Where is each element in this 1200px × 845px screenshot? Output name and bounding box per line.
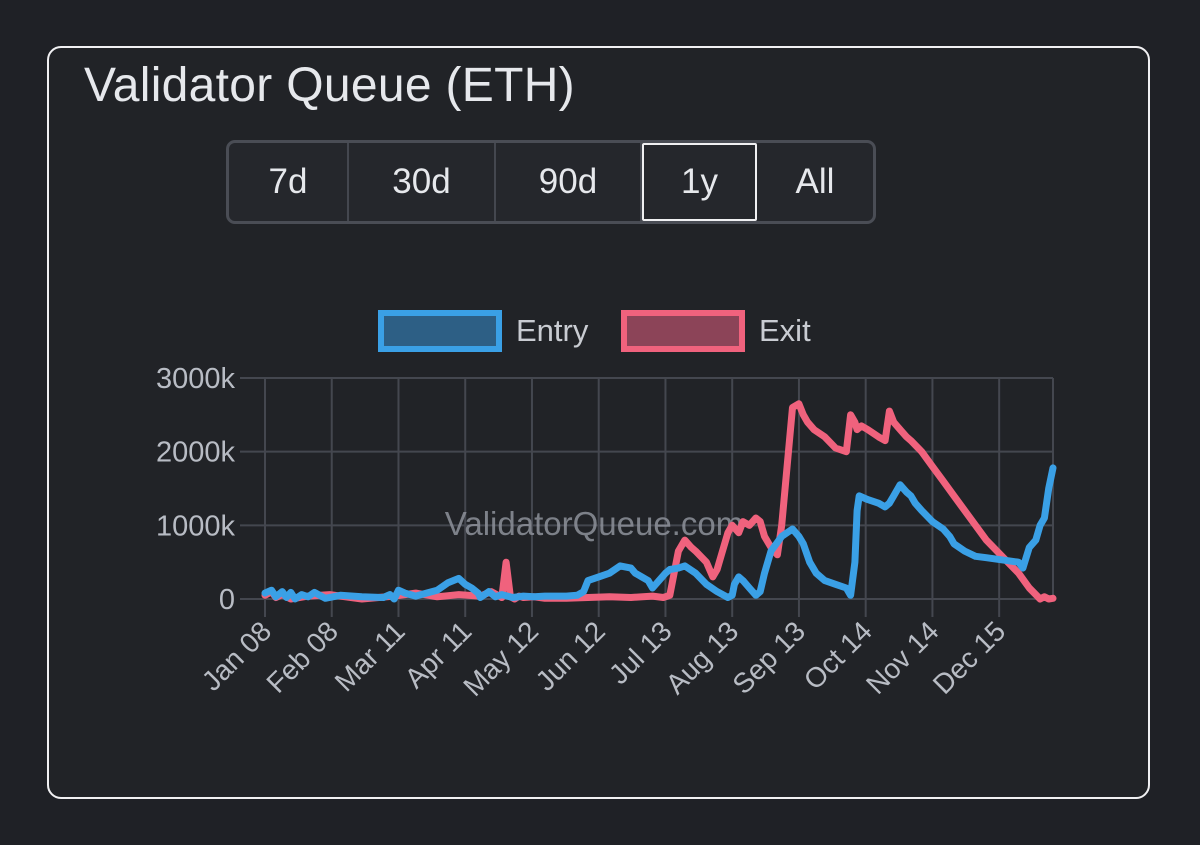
legend-item-exit[interactable]: Exit bbox=[621, 310, 811, 352]
data-series bbox=[261, 400, 1057, 603]
page-title: Validator Queue (ETH) bbox=[84, 59, 575, 112]
x-tick-label: Dec 15 bbox=[927, 615, 1012, 700]
range-button-90d[interactable]: 90d bbox=[496, 143, 642, 221]
range-button-30d[interactable]: 30d bbox=[349, 143, 496, 221]
x-tick-label: Jun 12 bbox=[530, 615, 611, 696]
x-tick-label: Jan 08 bbox=[196, 615, 277, 696]
x-tick-label: May 12 bbox=[457, 615, 544, 702]
x-tick-label: Aug 13 bbox=[660, 615, 745, 700]
x-tick-label: Sep 13 bbox=[727, 615, 812, 700]
legend-swatch-entry bbox=[378, 310, 502, 352]
x-tick-label: Mar 11 bbox=[329, 615, 411, 697]
range-button-7d[interactable]: 7d bbox=[229, 143, 349, 221]
legend-label-entry: Entry bbox=[516, 313, 589, 348]
y-tick-label: 1000k bbox=[156, 510, 236, 542]
series-line-exit[interactable] bbox=[261, 400, 1057, 603]
time-range-selector: 7d 30d 90d 1y All bbox=[226, 140, 876, 224]
range-button-all[interactable]: All bbox=[795, 162, 835, 201]
watermark: ValidatorQueue.com bbox=[445, 505, 743, 542]
legend: Entry Exit bbox=[378, 310, 811, 352]
legend-item-entry[interactable]: Entry bbox=[378, 310, 589, 352]
y-axis: 0 1000k 2000k 3000k bbox=[156, 363, 236, 616]
series-line-entry[interactable] bbox=[261, 464, 1057, 603]
x-tick-label: Nov 14 bbox=[860, 615, 945, 700]
legend-swatch-exit bbox=[621, 310, 745, 352]
y-tick-label: 2000k bbox=[156, 437, 236, 469]
legend-label-exit: Exit bbox=[759, 313, 811, 348]
range-button-1y[interactable]: 1y bbox=[642, 143, 757, 221]
y-tick-label: 0 bbox=[219, 584, 235, 616]
x-tick-label: Feb 08 bbox=[260, 615, 344, 699]
y-tick-label: 3000k bbox=[156, 363, 236, 395]
